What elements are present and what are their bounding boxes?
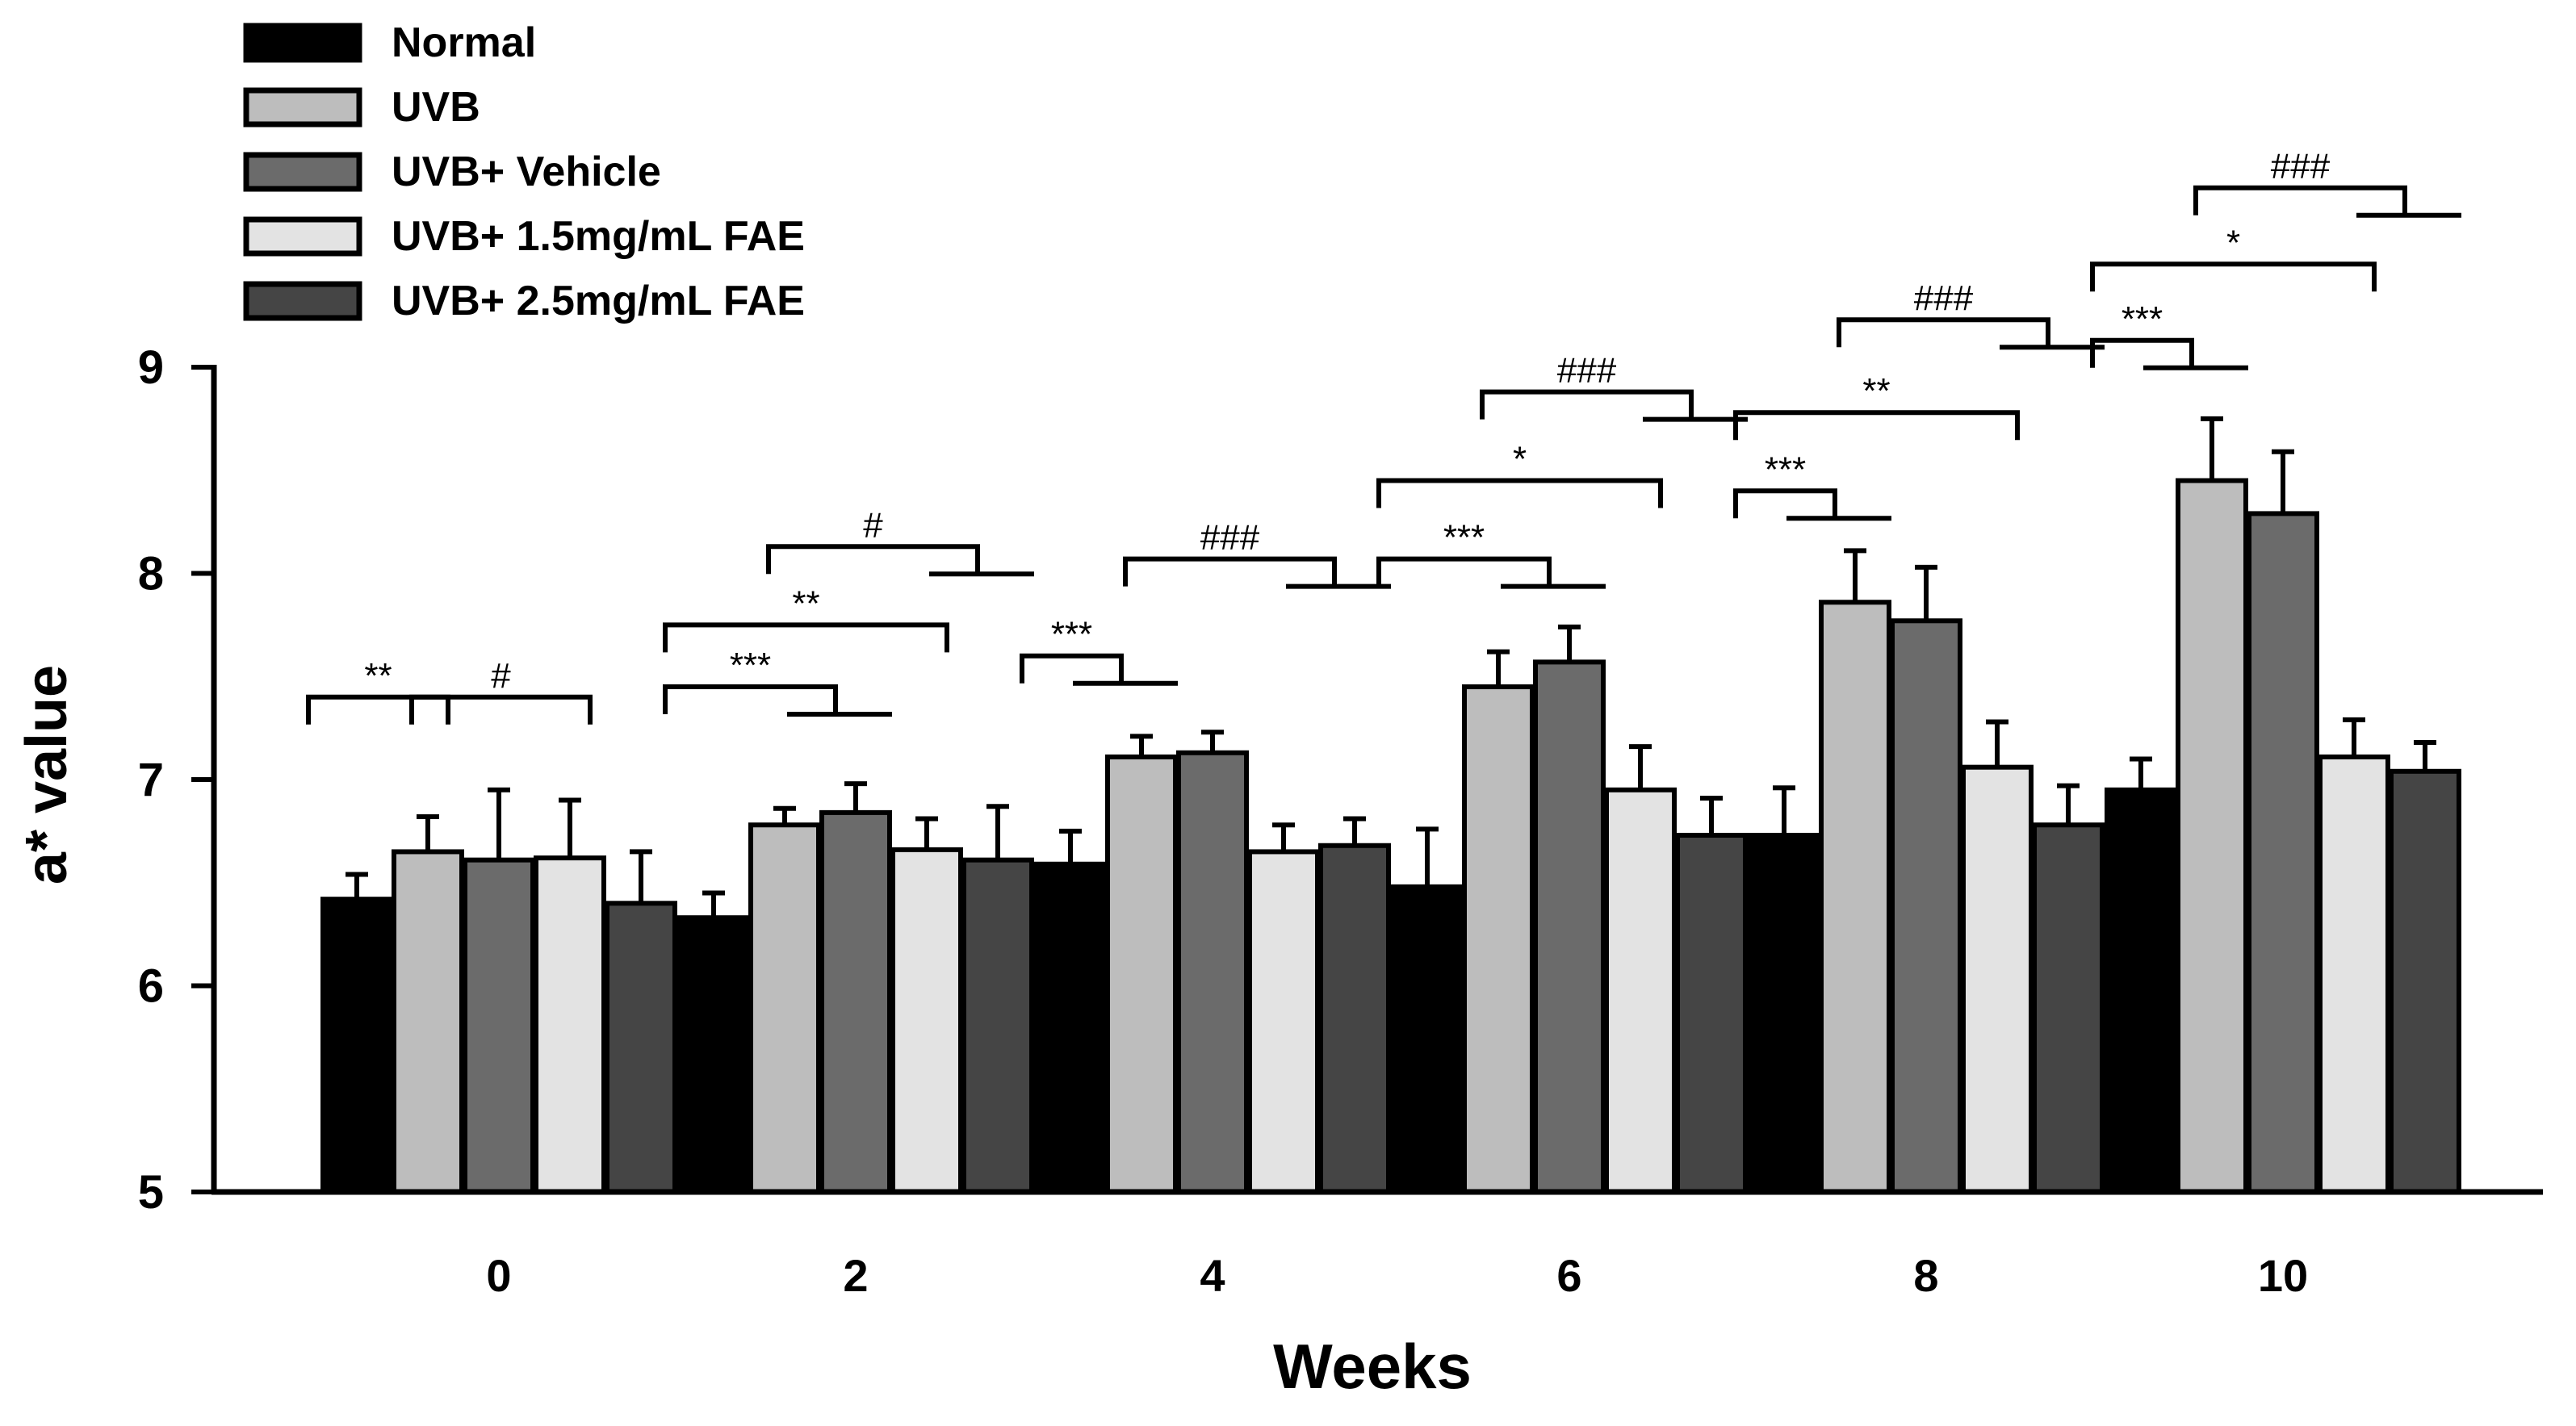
significance-bracket	[663, 684, 838, 715]
y-tick-label: 8	[138, 548, 164, 600]
legend-label: UVB	[392, 84, 480, 131]
bar	[1890, 618, 1962, 1194]
bar	[961, 857, 1034, 1195]
bar	[534, 855, 606, 1194]
bar	[1105, 754, 1178, 1194]
significance-bracket	[1837, 317, 2050, 348]
significance-bracket	[663, 622, 949, 653]
significance-bracket	[1123, 556, 1337, 587]
x-tick-label: 6	[1556, 1250, 1581, 1301]
significance-label: **	[1862, 371, 1890, 411]
significance-bracket	[766, 544, 980, 575]
y-tick-label: 6	[138, 960, 164, 1013]
bar	[1819, 600, 1891, 1194]
bar	[1176, 750, 1249, 1194]
bar	[2389, 768, 2461, 1194]
x-tick-label: 0	[486, 1250, 511, 1301]
legend-label: UVB+ 2.5mg/mL FAE	[392, 278, 805, 324]
legend-label: Normal	[392, 19, 536, 66]
bar	[320, 897, 393, 1194]
significance-annotations: ** # *****#***### ****###*****###****###	[306, 147, 2461, 725]
bar	[1533, 659, 1606, 1194]
bar	[2247, 511, 2319, 1194]
bar	[1462, 684, 1535, 1194]
significance-bracket	[1480, 389, 1694, 420]
bar	[1034, 861, 1107, 1194]
bar	[2176, 478, 2248, 1194]
significance-label: ***	[1051, 615, 1092, 654]
significance-label: ###	[1200, 518, 1260, 558]
legend: Normal UVB UVB+ Vehicle UVB+ 1.5mg/mL FAE UV…	[243, 19, 805, 324]
bar	[463, 857, 535, 1195]
significance-bracket	[1376, 478, 1663, 508]
y-axis-label: a* value	[15, 665, 79, 884]
bar	[1961, 764, 2034, 1194]
legend-swatch	[243, 23, 362, 63]
y-tick-label: 5	[138, 1166, 164, 1219]
significance-label: *	[2226, 223, 2240, 262]
significance-bracket	[1733, 410, 2020, 441]
bar	[1748, 832, 1820, 1194]
bar	[2032, 822, 2105, 1195]
x-axis-label: Weeks	[1273, 1331, 1472, 1402]
bar	[890, 847, 963, 1194]
legend-swatch	[243, 216, 362, 257]
legend-label: UVB+ 1.5mg/mL FAE	[392, 213, 805, 260]
significance-label: **	[364, 656, 392, 696]
legend-label: UVB+ Vehicle	[392, 148, 661, 195]
legend-swatch	[243, 87, 362, 128]
significance-bracket	[1733, 488, 1837, 519]
bar	[392, 849, 464, 1195]
significance-bracket	[2090, 261, 2377, 292]
significance-bracket	[306, 694, 450, 725]
significance-label: ###	[1557, 351, 1617, 391]
y-tick-label: 7	[138, 754, 164, 806]
significance-label: **	[792, 583, 819, 623]
x-tick-label: 10	[2258, 1250, 2308, 1301]
significance-label: ***	[1765, 450, 1806, 489]
significance-label: ***	[1443, 518, 1485, 558]
bar	[1247, 849, 1320, 1195]
x-tick-label: 4	[1200, 1250, 1225, 1301]
x-tick-label: 8	[1913, 1250, 1938, 1301]
significance-label: #	[491, 656, 511, 696]
significance-label: ***	[730, 646, 771, 685]
axes: 5 6 7 8 9 0 2 4 6 8 10	[138, 341, 2543, 1301]
bar	[1391, 884, 1464, 1194]
significance-bracket	[409, 694, 593, 725]
y-tick-label: 9	[138, 341, 164, 394]
x-tick-label: 2	[843, 1250, 868, 1301]
legend-swatch	[243, 152, 362, 192]
bar	[748, 822, 821, 1195]
bar	[677, 915, 750, 1195]
bar	[1675, 832, 1748, 1194]
significance-bracket	[1376, 556, 1552, 587]
bar	[1318, 843, 1391, 1194]
significance-label: ###	[2271, 147, 2331, 186]
significance-bracket	[1020, 653, 1124, 684]
error-bars	[346, 416, 2436, 918]
significance-label: ###	[1914, 278, 1974, 318]
significance-label: *	[1513, 440, 1527, 479]
significance-label: #	[863, 505, 883, 545]
bar	[2105, 787, 2177, 1195]
bar	[1604, 787, 1677, 1195]
bars	[320, 478, 2461, 1195]
bar	[605, 901, 677, 1195]
significance-bracket	[2193, 185, 2407, 215]
significance-bracket	[2090, 337, 2194, 368]
legend-swatch	[243, 281, 362, 321]
bar	[819, 809, 892, 1194]
significance-label: ***	[2122, 299, 2163, 339]
bar	[2318, 754, 2390, 1194]
